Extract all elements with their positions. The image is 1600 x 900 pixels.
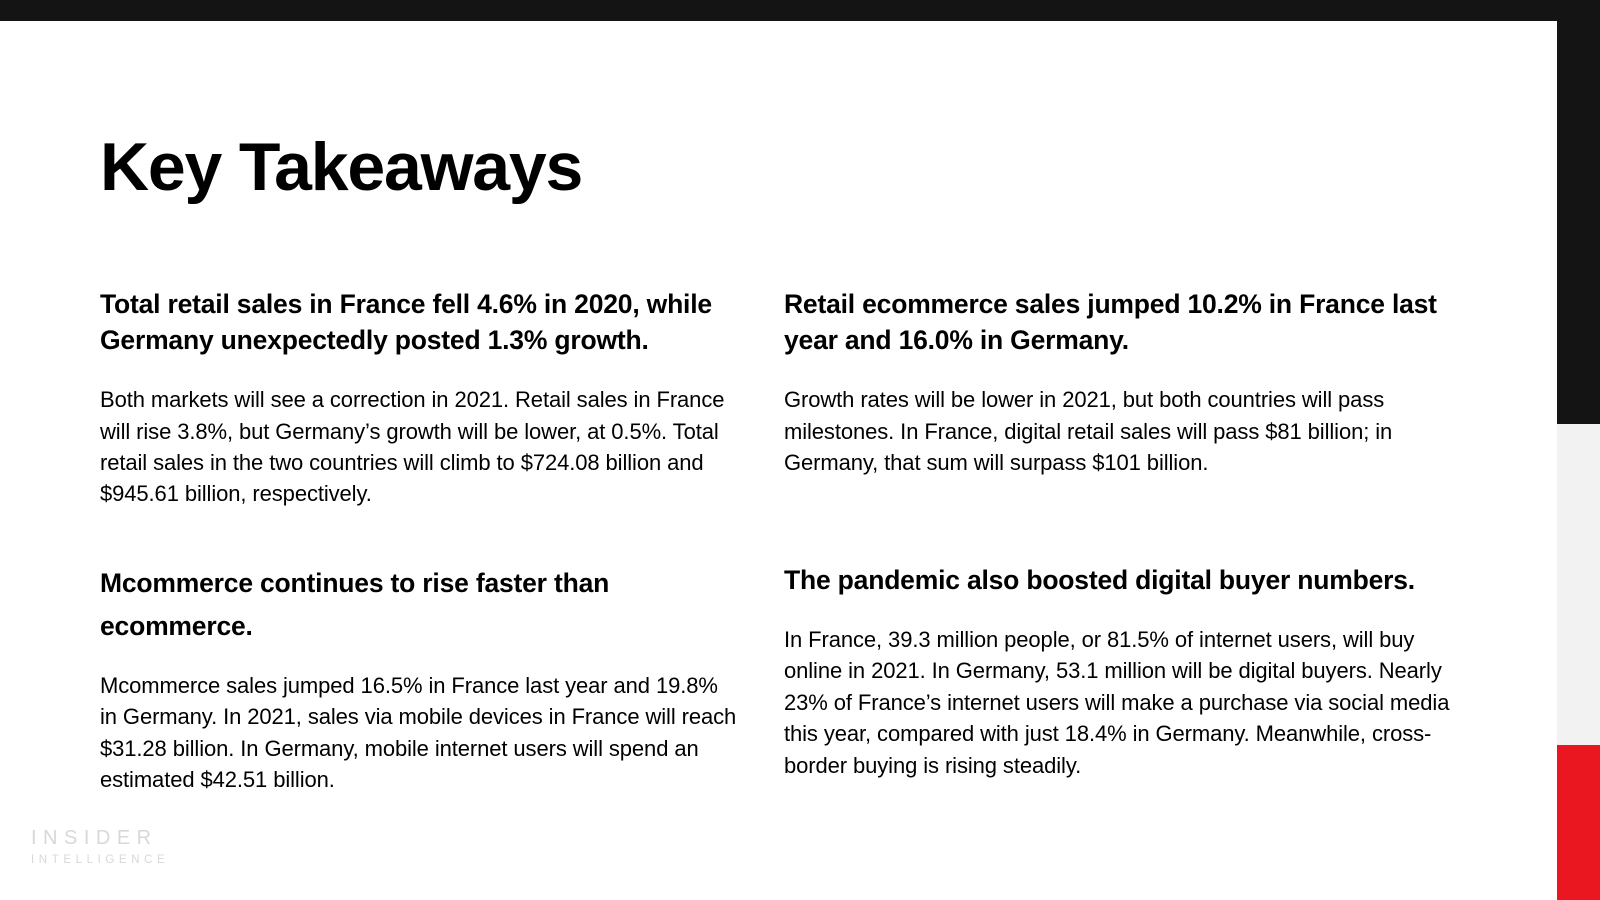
takeaway-heading-1: Total retail sales in France fell 4.6% i…	[100, 289, 712, 356]
takeaway-body-2: Growth rates will be lower in 2021, but …	[784, 387, 1393, 475]
takeaway-card-1: Total retail sales in France fell 4.6% i…	[100, 286, 740, 510]
takeaway-heading-2: Retail ecommerce sales jumped 10.2% in F…	[784, 289, 1437, 356]
right-accent-rail	[1557, 0, 1600, 900]
takeaway-body-1: Both markets will see a correction in 20…	[100, 387, 725, 507]
takeaway-card-2: Retail ecommerce sales jumped 10.2% in F…	[741, 286, 1450, 510]
insider-intelligence-logo: INSIDER INTELLIGENCE	[31, 828, 169, 867]
page-title: Key Takeaways	[100, 129, 583, 205]
logo-line-insider: INSIDER	[31, 827, 158, 849]
logo-line-intelligence: INTELLIGENCE	[31, 854, 170, 866]
takeaway-body-4: In France, 39.3 million people, or 81.5%…	[784, 626, 1450, 778]
top-accent-bar	[0, 0, 1600, 21]
takeaway-card-4: The pandemic also boosted digital buyer …	[741, 562, 1450, 796]
takeaway-body-3: Mcommerce sales jumped 16.5% in France l…	[100, 672, 737, 793]
takeaway-heading-4: The pandemic also boosted digital buyer …	[784, 564, 1415, 595]
takeaway-heading-3: Mcommerce continues to rise faster than …	[100, 567, 610, 641]
rail-gray-block	[1557, 424, 1600, 745]
rail-dark-block	[1557, 0, 1600, 424]
takeaway-card-3: Mcommerce continues to rise faster than …	[100, 562, 740, 796]
rail-red-block	[1557, 745, 1600, 900]
takeaways-grid: Total retail sales in France fell 4.6% i…	[100, 286, 1490, 796]
